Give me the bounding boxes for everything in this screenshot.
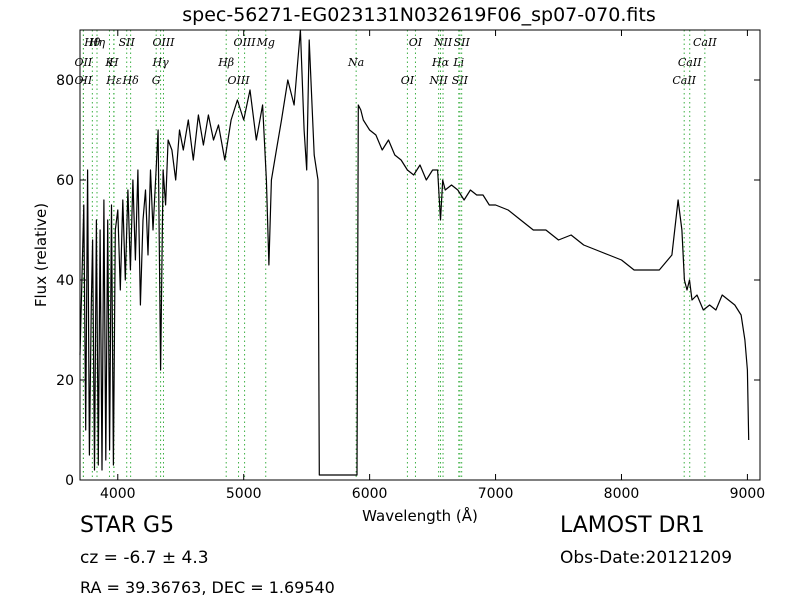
x-tick-label: 8000 xyxy=(604,486,640,502)
y-tick-label: 60 xyxy=(56,173,74,189)
marker-label: G xyxy=(152,74,161,87)
marker-label: NII xyxy=(433,36,453,49)
x-tick-label: 5000 xyxy=(226,486,262,502)
marker-label: Li xyxy=(452,56,464,69)
marker-label: Hα xyxy=(431,56,450,69)
marker-label: OI xyxy=(401,74,415,87)
axis-ticks: 4000 5000 6000 7000 8000 9000 0 20 40 60 80 xyxy=(56,30,765,502)
survey-label: LAMOST DR1 xyxy=(560,513,705,538)
marker-label: OIII xyxy=(234,36,257,49)
marker-label: Mg xyxy=(256,36,275,49)
marker-label: Hθ xyxy=(83,36,101,49)
marker-label: NII xyxy=(428,74,448,87)
marker-label: Hγ xyxy=(152,56,170,69)
marker-label: Na xyxy=(347,56,364,69)
marker-label: CaII xyxy=(693,36,717,49)
object-class-label: STAR G5 xyxy=(80,513,175,538)
obs-date-label: Obs-Date:20121209 xyxy=(560,548,733,568)
marker-label: Hδ xyxy=(122,74,140,87)
x-tick-label: 4000 xyxy=(100,486,136,502)
marker-label: SII xyxy=(454,36,471,49)
marker-label: SII xyxy=(119,36,136,49)
emission-line-markers: HθKHδOIIIOIIHεSIIHγOIIHηHGOIIIHβOIIIMgNa… xyxy=(75,30,717,480)
redshift-label: cz = -6.7 ± 4.3 xyxy=(80,548,209,568)
marker-label: Hβ xyxy=(217,56,234,69)
marker-label: CaII xyxy=(672,74,696,87)
x-tick-label: 7000 xyxy=(478,486,514,502)
marker-label: OIII xyxy=(152,36,175,49)
y-tick-label: 40 xyxy=(56,273,74,289)
marker-label: K xyxy=(104,56,114,69)
chart-title: spec-56271-EG023131N032619F06_sp07-070.f… xyxy=(182,4,656,26)
x-axis-label: Wavelength (Å) xyxy=(362,506,478,525)
y-axis-label: Flux (relative) xyxy=(32,203,50,307)
spectrum-line xyxy=(79,29,750,476)
marker-label: H xyxy=(108,56,119,69)
x-tick-label: 9000 xyxy=(730,486,766,502)
plot-background xyxy=(80,30,760,480)
y-tick-label: 0 xyxy=(65,473,74,489)
plot-frame xyxy=(79,29,761,481)
marker-label: OIII xyxy=(228,74,251,87)
y-tick-label: 80 xyxy=(56,73,74,89)
marker-label: SII xyxy=(452,74,469,87)
y-tick-label: 20 xyxy=(56,373,74,389)
marker-label: CaII xyxy=(678,56,702,69)
spectrum-series xyxy=(79,29,750,476)
marker-label: Hη xyxy=(88,36,106,49)
marker-label: OI xyxy=(409,36,423,49)
coordinates-label: RA = 39.36763, DEC = 1.69540 xyxy=(80,578,335,597)
x-tick-label: 6000 xyxy=(352,486,388,502)
